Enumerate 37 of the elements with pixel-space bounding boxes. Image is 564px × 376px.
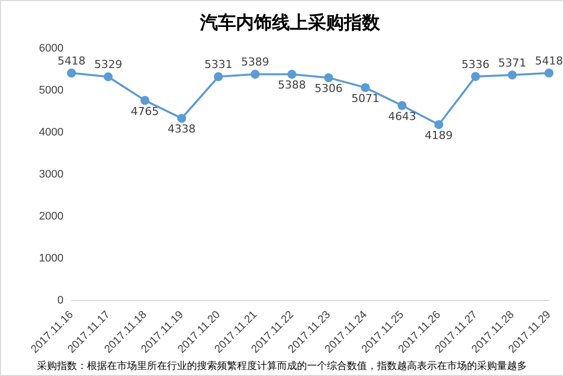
y-tick-label: 6000 [38,42,64,55]
data-label: 5418 [535,54,563,68]
y-tick-label: 1000 [38,252,64,264]
y-tick-label: 4000 [38,126,64,139]
point [104,72,113,82]
text: 采购指数：根据在市场里所在行业的搜索频繁程度计算而成的一个综合数值，指数越高表示在市场的采购量越多 [36,360,528,373]
y-tick-label: 3000 [38,168,64,180]
y-tick-label: 5000 [38,84,64,97]
data-label: 4643 [388,110,416,123]
data-label: 4189 [424,128,453,142]
point [214,72,223,82]
data-label: 5071 [351,92,380,105]
point [398,101,407,110]
point [250,70,260,79]
data-label: 5331 [204,58,232,72]
data-label: 5306 [314,82,343,96]
point [434,120,444,130]
y-tick-label: 2000 [38,210,64,222]
point [66,68,76,78]
point [508,70,517,80]
point [287,70,296,79]
point [471,72,480,81]
point [324,73,334,82]
data-label: 5388 [278,78,306,92]
data-label: 4765 [130,104,159,118]
data-label: 5418 [57,54,86,68]
data-label: 5389 [241,56,270,69]
data-label: 5336 [462,58,490,71]
point [177,114,186,123]
chart-title: 汽车内饰线上采购指数 [199,12,381,34]
point [360,83,370,92]
data-label: 5371 [498,56,526,70]
data-label: 4338 [168,122,196,136]
point [544,68,554,78]
y-tick-label: 0 [57,294,64,306]
data-label: 5329 [94,58,122,72]
point [140,96,150,105]
